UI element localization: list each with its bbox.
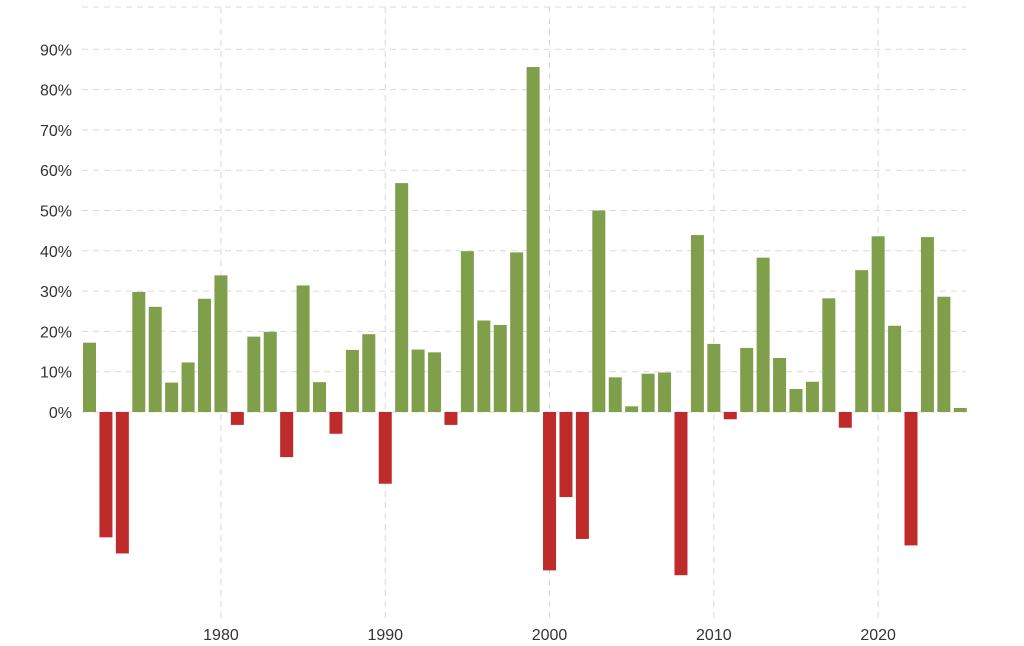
x-tick-label: 2020 <box>860 627 896 644</box>
bar-1985 <box>296 285 310 412</box>
bar-1973 <box>99 412 113 538</box>
bar-2017 <box>822 298 836 412</box>
bar-2018 <box>838 412 852 428</box>
bar-2006 <box>641 373 655 412</box>
y-tick-label: 30% <box>40 284 72 301</box>
bar-2016 <box>805 381 819 412</box>
bar-2002 <box>575 412 589 539</box>
bar-2022 <box>904 412 918 546</box>
bar-2010 <box>707 343 721 412</box>
bar-1998 <box>510 252 524 412</box>
bar-2019 <box>855 270 869 412</box>
y-tick-label: 60% <box>40 163 72 180</box>
bar-1979 <box>198 298 212 412</box>
grid-layer <box>82 6 966 620</box>
y-tick-label: 80% <box>40 83 72 100</box>
x-tick-label: 1980 <box>203 627 239 644</box>
bar-1993 <box>428 352 442 412</box>
bar-1997 <box>493 324 507 412</box>
bar-2013 <box>756 257 770 412</box>
bar-1982 <box>247 336 261 412</box>
x-tick-label: 1990 <box>367 627 403 644</box>
bar-1990 <box>378 412 392 484</box>
bar-layer <box>83 67 967 576</box>
bar-1991 <box>395 183 409 412</box>
y-tick-label: 10% <box>40 365 72 382</box>
bar-2011 <box>723 412 737 420</box>
bar-1983 <box>263 331 277 412</box>
bar-2008 <box>674 412 688 576</box>
y-tick-label: 90% <box>40 42 72 59</box>
bar-1974 <box>115 412 129 554</box>
bar-2012 <box>740 347 754 412</box>
bar-1986 <box>313 382 327 412</box>
bar-1994 <box>444 412 458 425</box>
bar-1976 <box>148 306 162 412</box>
bar-1981 <box>230 412 244 425</box>
bar-2004 <box>608 377 622 412</box>
label-layer: 0% 10% 20% 30% 40% 50% 60% 70% 80% 90% 1980 1990 200… <box>40 42 896 644</box>
bar-2001 <box>559 412 573 498</box>
y-tick-label: 0% <box>49 405 72 422</box>
bar-2025 <box>953 407 967 412</box>
bar-1992 <box>411 349 425 412</box>
y-tick-label: 70% <box>40 123 72 140</box>
bar-1975 <box>132 291 146 412</box>
x-tick-label: 2000 <box>532 627 568 644</box>
bar-1987 <box>329 412 343 434</box>
bar-2024 <box>937 296 951 412</box>
bar-2007 <box>658 372 672 412</box>
x-tick-label: 2010 <box>696 627 732 644</box>
y-tick-label: 40% <box>40 244 72 261</box>
bar-2009 <box>690 235 704 412</box>
bar-1978 <box>181 362 195 412</box>
bar-2000 <box>543 412 557 571</box>
bar-1972 <box>83 342 96 412</box>
bar-2003 <box>592 210 606 412</box>
bar-2014 <box>773 357 787 412</box>
bar-1977 <box>165 382 179 412</box>
y-tick-label: 50% <box>40 204 72 221</box>
bar-1988 <box>345 349 359 412</box>
bar-1999 <box>526 67 540 413</box>
bar-2020 <box>871 236 885 412</box>
bar-1980 <box>214 275 228 412</box>
y-tick-label: 20% <box>40 324 72 341</box>
bar-2005 <box>625 406 639 412</box>
bar-2021 <box>888 325 902 412</box>
bar-2015 <box>789 389 803 412</box>
bar-1995 <box>460 251 474 412</box>
bar-1984 <box>280 412 294 458</box>
bar-2023 <box>920 237 934 412</box>
bar-1996 <box>477 320 491 412</box>
bar-1989 <box>362 334 376 412</box>
